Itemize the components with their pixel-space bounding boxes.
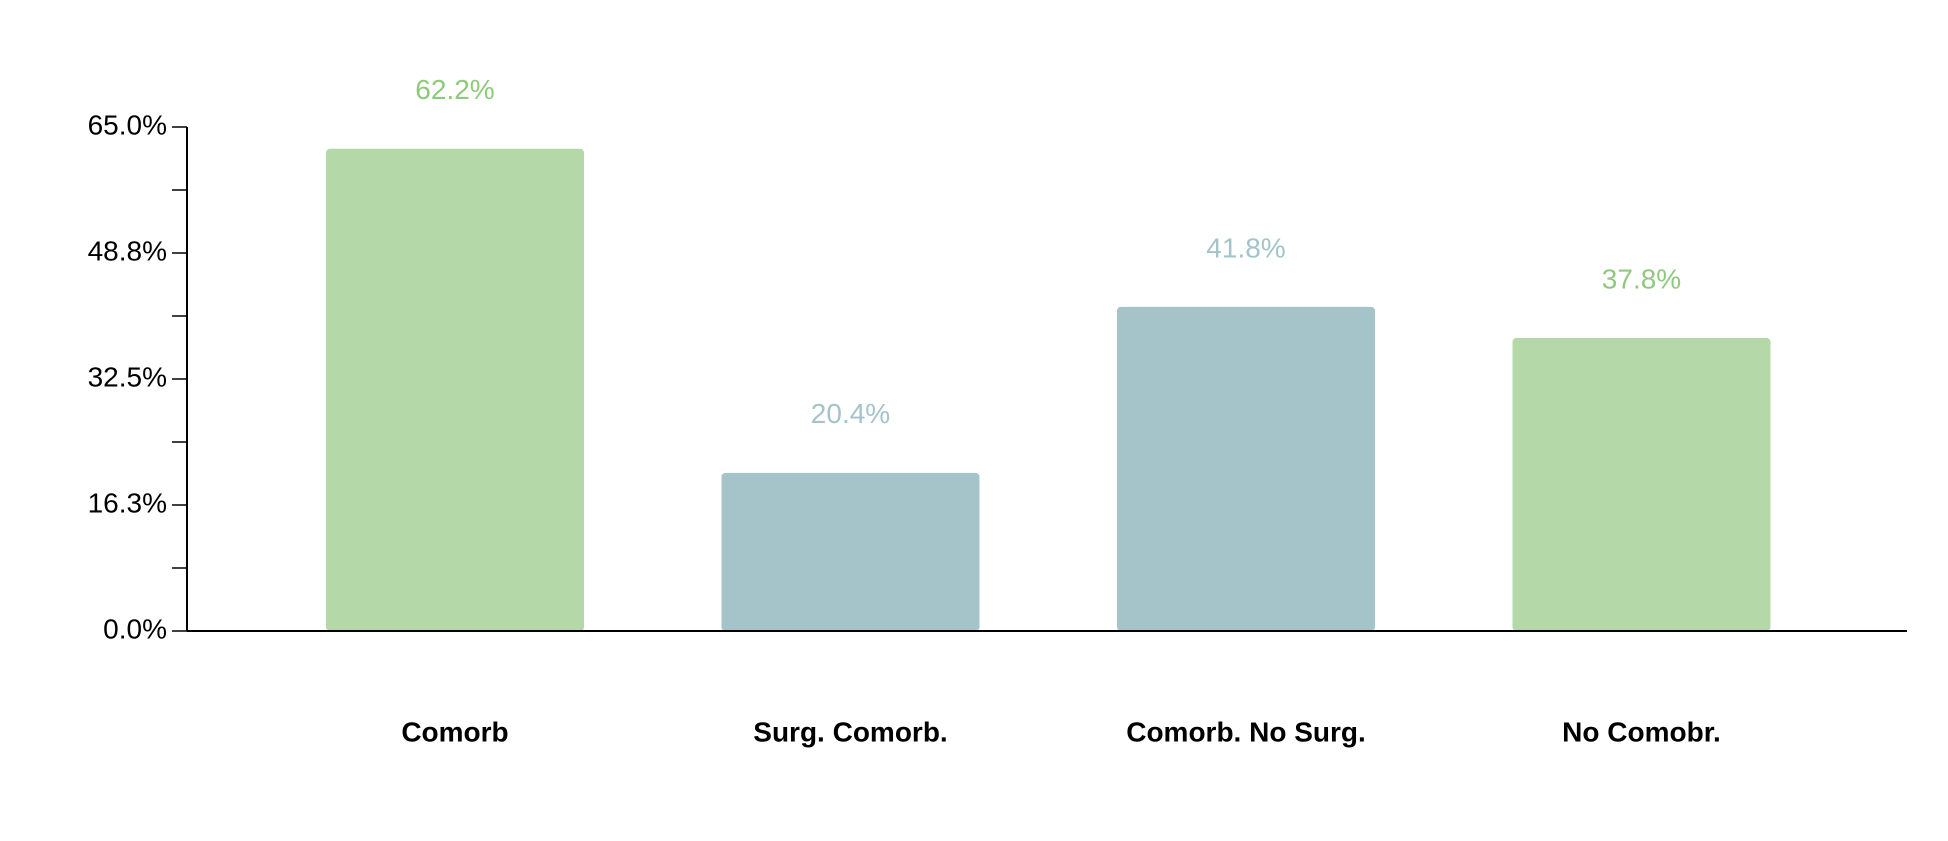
y-tick-label: 32.5% [88,361,167,392]
y-tick-label: 48.8% [88,235,167,266]
value-label: 62.2% [415,74,494,105]
y-tick-label: 65.0% [88,109,167,140]
y-tick-label: 0.0% [103,613,167,644]
x-tick-label: Surg. Comorb. [753,716,947,747]
x-tick-label: No Comobr. [1562,716,1721,747]
y-tick-label: 16.3% [88,487,167,518]
value-label: 37.8% [1602,263,1681,294]
value-label: 41.8% [1206,232,1285,263]
value-label: 20.4% [811,398,890,429]
bar [1512,337,1771,631]
x-tick-label: Comorb. No Surg. [1126,716,1366,747]
bar [721,472,980,631]
bar [1117,306,1375,631]
bar [326,148,584,632]
x-tick-label: Comorb [401,716,508,747]
